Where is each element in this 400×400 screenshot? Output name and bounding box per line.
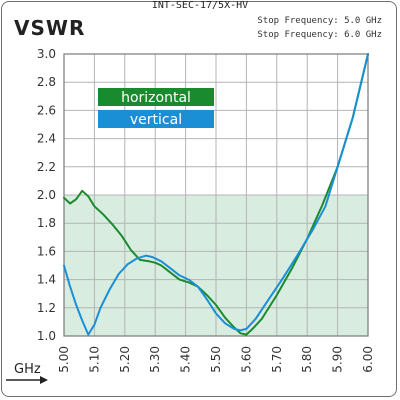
y-tick-label: 1.2 [37,301,56,315]
legend-swatch-vertical [98,110,214,128]
legend-label-vertical: vertical [130,112,182,128]
y-tick-label: 2.0 [37,188,56,202]
chart-title: VSWR [14,16,86,40]
stop-frequency-2: Stop Frequency: 6.0 GHz [257,30,382,40]
y-tick-label: 2.6 [37,103,56,117]
y-tick-label: 1.4 [37,273,56,287]
x-tick-label: 5.80 [300,346,314,373]
series-line-horizontal [63,53,369,336]
x-tick-label: 5.20 [118,346,132,373]
y-tick-label: 2.2 [37,160,56,174]
x-tick-label: 5.30 [148,346,162,373]
legend-swatch-horizontal [98,88,214,106]
x-tick-label: 5.70 [270,346,284,373]
x-axis-label: GHz [14,362,41,377]
series-lines [63,53,369,336]
series-line-vertical [63,53,369,336]
y-tick-label: 3.0 [37,47,56,61]
x-tick-label: 6.00 [361,346,375,373]
stop-frequency-1: Stop Frequency: 5.0 GHz [257,16,382,26]
y-tick-label: 2.8 [37,75,56,89]
x-tick-label: 5.50 [209,346,223,373]
y-tick-label: 1.6 [37,244,56,258]
plot-border [63,53,369,337]
x-axis-arrow-icon [6,376,48,384]
y-tick-label: 1.8 [37,216,56,230]
legend-label-horizontal: horizontal [121,90,191,106]
x-tick-label: 5.90 [331,346,345,373]
x-tick-labels: 5.00 5.10 5.20 5.30 5.40 5.50 5.60 5.70 5.80 5.90… [57,346,375,373]
y-tick-labels: 1.0 1.2 1.4 1.6 1.8 2.0 2.2 2.4 2.6 2.8 3.0 [37,47,56,343]
x-tick-label: 5.40 [179,346,193,373]
x-tick-label: 5.10 [87,346,101,373]
x-tick-label: 5.00 [57,346,71,373]
y-tick-label: 2.4 [37,132,56,146]
y-tick-label: 1.0 [37,329,56,343]
model-label: INT-SEC-17/5X-HV [151,0,249,11]
legend: horizontal vertical [98,88,214,128]
x-tick-label: 5.60 [239,346,253,373]
